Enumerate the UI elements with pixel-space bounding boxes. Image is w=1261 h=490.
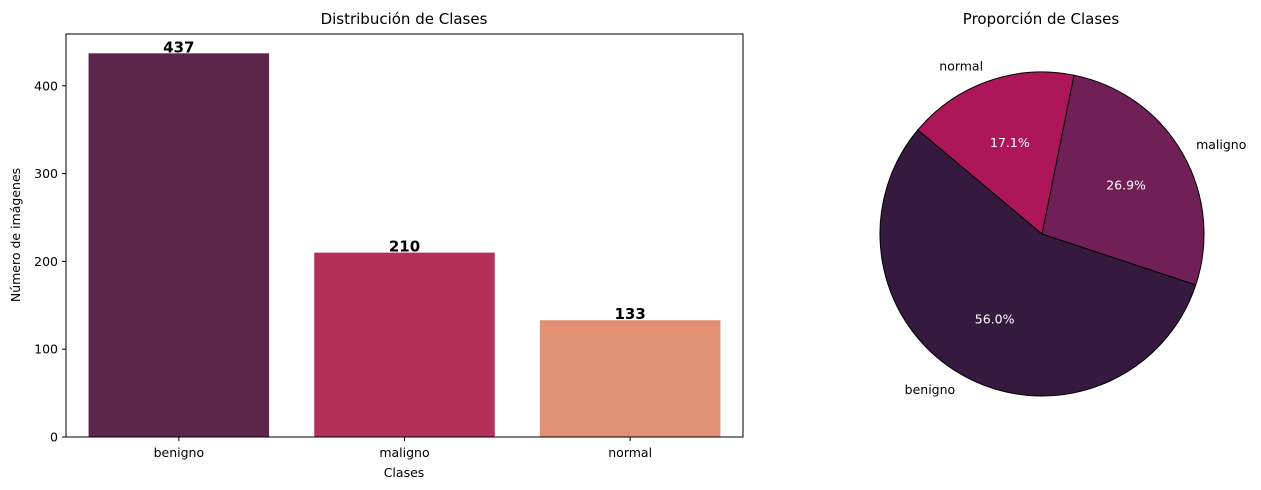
pie-percent-maligno: 26.9%	[1106, 178, 1146, 193]
x-tick-label-benigno: benigno	[154, 445, 205, 460]
x-axis-label: Clases	[384, 465, 425, 480]
pie-slice-maligno	[1041, 74, 1205, 286]
x-tick-label-maligno: maligno	[379, 445, 429, 460]
data-label-maligno: 210	[389, 238, 420, 256]
x-tick-label-normal: normal	[608, 445, 652, 460]
bar-maligno	[314, 252, 495, 437]
x-axis-ticks: benigno maligno normal	[154, 437, 652, 460]
pie-slice-benigno	[879, 129, 1197, 397]
pie-chart: Proporción de Clases 56.0% benigno 26.9% ma…	[879, 10, 1247, 397]
bar-chart: Distribución de Clases 437 210 133 0 100 200…	[8, 10, 744, 480]
y-tick-label-300: 300	[34, 166, 58, 181]
bar-benigno	[88, 53, 270, 437]
pie-label-normal: normal	[939, 58, 983, 73]
bar-series	[88, 53, 721, 437]
y-tick-label-0: 0	[50, 430, 58, 445]
pie-label-benigno: benigno	[905, 382, 956, 397]
data-label-benigno: 437	[163, 38, 194, 56]
y-tick-label-100: 100	[34, 342, 58, 357]
pie-labels: 56.0% benigno 26.9% maligno 17.1% normal	[905, 58, 1247, 397]
pie-percent-benigno: 56.0%	[975, 311, 1015, 326]
y-axis-label: Número de imágenes	[8, 168, 23, 302]
pie-percent-normal: 17.1%	[990, 135, 1030, 150]
y-axis-ticks: 0 100 200 300 400	[34, 78, 66, 445]
pie-slices	[879, 71, 1205, 397]
pie-label-maligno: maligno	[1196, 137, 1246, 152]
bar-data-labels: 437 210 133	[163, 38, 646, 323]
y-tick-label-400: 400	[34, 78, 58, 93]
pie-chart-title: Proporción de Clases	[963, 10, 1120, 28]
bar-normal	[539, 320, 721, 437]
bar-chart-title: Distribución de Clases	[321, 10, 488, 28]
data-label-normal: 133	[615, 305, 646, 323]
pie-slice-normal	[917, 71, 1075, 235]
y-tick-label-200: 200	[34, 254, 58, 269]
